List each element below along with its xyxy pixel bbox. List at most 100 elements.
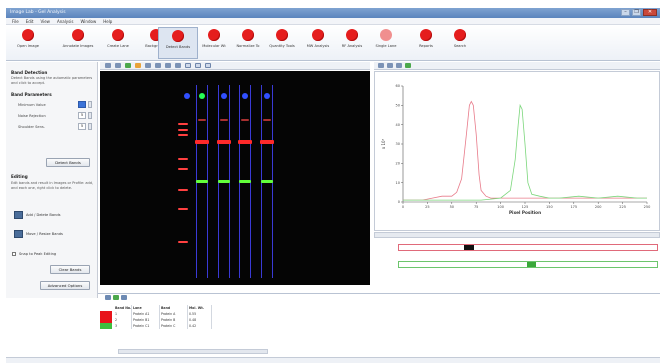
param-shoulder-input[interactable]: 5	[78, 123, 86, 130]
menu-edit[interactable]: Edit	[25, 18, 34, 24]
gel-image[interactable]	[100, 71, 370, 285]
y-tick-label: 10	[396, 181, 400, 185]
x-tick-label: 50	[450, 205, 454, 209]
band-table-panel	[98, 293, 660, 355]
ribbon-button-label: RF Analysis	[341, 44, 363, 48]
lane-1-slider-thumb[interactable]	[464, 245, 474, 250]
param-shoulder-spinner[interactable]	[88, 123, 92, 130]
rotate-icon[interactable]	[175, 63, 181, 68]
contrast-icon[interactable]	[135, 63, 141, 68]
detect-bands-button[interactable]: Detect Bands	[46, 158, 90, 167]
move-bands-icon[interactable]	[14, 230, 23, 238]
table-cell: Protein A1	[132, 311, 160, 317]
table-scrollbar[interactable]	[118, 349, 268, 354]
y-tick-label: 60	[396, 84, 400, 88]
chart-export-icon[interactable]	[405, 63, 411, 68]
ribbon-button-4[interactable]: Detect Bands	[158, 27, 198, 59]
ribbon-button-2[interactable]: Create Lane	[98, 27, 138, 59]
table-cell: 1	[114, 311, 132, 317]
gel-band-green[interactable]	[218, 180, 230, 183]
ribbon-button-label: Molecular Wt	[202, 44, 226, 48]
lane-view-icon[interactable]	[185, 63, 191, 68]
table-copy-icon[interactable]	[105, 295, 111, 300]
close-button[interactable]: ✕	[643, 9, 657, 16]
ribbon-button-6[interactable]: Normalize To	[228, 27, 268, 59]
add-bands-icon[interactable]	[14, 211, 23, 219]
param-minimum-spinner[interactable]	[88, 101, 92, 108]
profile-view-icon[interactable]	[205, 63, 211, 68]
ribbon-button-0[interactable]: Open Image	[8, 27, 48, 59]
param-noise-input[interactable]: 5	[78, 112, 86, 119]
menu-window[interactable]: Window	[80, 18, 97, 24]
minimize-button[interactable]: –	[621, 9, 630, 16]
x-tick-label: 250	[644, 205, 651, 209]
table-cell: 0.48	[188, 317, 212, 323]
gel-band-green[interactable]	[239, 180, 251, 183]
menu-file[interactable]: File	[12, 18, 19, 24]
ribbon-button-label: Open Image	[17, 44, 39, 48]
row-color-swatch[interactable]	[100, 317, 112, 323]
x-tick-label: 0	[402, 205, 404, 209]
param-noise-spinner[interactable]	[88, 112, 92, 119]
lane-profile-chart[interactable]: 0 25 50 75 100 125 150 175 200 225 250 0 10 20 30 40 50 6…	[374, 71, 660, 231]
lane-2-slider[interactable]	[398, 261, 658, 268]
zoom-out-icon[interactable]	[115, 63, 121, 68]
row-color-swatch[interactable]	[100, 311, 112, 317]
ribbon-button-label: Quantity Tools	[269, 44, 295, 48]
ribbon-button-7[interactable]: Quantity Tools	[262, 27, 302, 59]
ribbon-button-12[interactable]: Search	[440, 27, 480, 59]
gel-band-red[interactable]	[260, 140, 274, 144]
ribbon-circle-icon	[72, 29, 84, 41]
ribbon-button-5[interactable]: Molecular Wt	[194, 27, 234, 59]
lane-2-slider-thumb[interactable]	[527, 262, 536, 267]
pointer-icon[interactable]	[145, 63, 151, 68]
band-view-icon[interactable]	[195, 63, 201, 68]
chart-pan-icon[interactable]	[387, 63, 393, 68]
ribbon-button-8[interactable]: MW Analysis	[298, 27, 338, 59]
advanced-options-button[interactable]: Advanced Options	[40, 281, 90, 290]
zoom-in-icon[interactable]	[105, 63, 111, 68]
ribbon-circle-icon	[312, 29, 324, 41]
move-bands-label[interactable]: Move / Resize Bands	[26, 232, 63, 236]
ladder-band	[178, 158, 188, 160]
gel-band-green[interactable]	[261, 180, 273, 183]
chart-zoom-icon[interactable]	[378, 63, 384, 68]
chart-toolbar	[374, 62, 660, 70]
pan-icon[interactable]	[155, 63, 161, 68]
param-minimum-input[interactable]	[78, 101, 86, 108]
chart-splitter[interactable]	[374, 232, 660, 238]
lane-marker-4	[242, 93, 248, 99]
ribbon-circle-icon	[242, 29, 254, 41]
gel-band-faint	[198, 119, 206, 121]
chart-reset-icon[interactable]	[396, 63, 402, 68]
snap-peak-checkbox[interactable]	[12, 252, 16, 256]
ribbon-button-1[interactable]: Annotate Images	[58, 27, 98, 59]
gel-band-red[interactable]	[217, 140, 231, 144]
table-row[interactable]: 1 Protein A1 Protein A 0.55	[114, 311, 254, 317]
table-cell: Protein B1	[132, 317, 160, 323]
fit-icon[interactable]	[125, 63, 131, 68]
menu-help[interactable]: Help	[103, 18, 113, 24]
gel-band-red[interactable]	[238, 140, 252, 144]
menu-view[interactable]: View	[40, 18, 50, 24]
table-export-icon[interactable]	[113, 295, 119, 300]
table-row[interactable]: 2 Protein B1 Protein B 0.48	[114, 317, 254, 323]
table-row[interactable]: 3 Protein C1 Protein C 0.42	[114, 323, 254, 329]
maximize-button[interactable]: ❐	[632, 9, 641, 16]
crop-icon[interactable]	[165, 63, 171, 68]
ribbon-button-9[interactable]: RF Analysis	[332, 27, 372, 59]
clear-bands-button[interactable]: Clear Bands	[50, 265, 90, 274]
add-bands-label[interactable]: Add / Delete Bands	[26, 213, 61, 217]
ribbon-button-11[interactable]: Reports	[406, 27, 446, 59]
ladder-band	[178, 168, 188, 170]
gel-band-red[interactable]	[195, 140, 209, 144]
row-color-swatch[interactable]	[100, 323, 112, 329]
ribbon-button-10[interactable]: Single Lane	[366, 27, 406, 59]
gel-band-green[interactable]	[196, 180, 208, 183]
table-cell: 3	[114, 323, 132, 329]
lane-1-slider[interactable]	[398, 244, 658, 251]
menu-analysis[interactable]: Analysis	[56, 18, 74, 24]
ribbon-circle-icon	[454, 29, 466, 41]
ribbon-button-label: Background	[145, 44, 167, 48]
table-print-icon[interactable]	[121, 295, 127, 300]
